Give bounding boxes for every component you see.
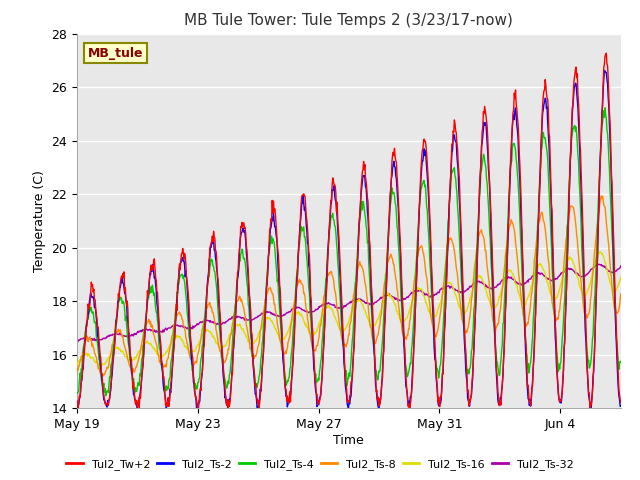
- Legend: Tul2_Tw+2, Tul2_Ts-2, Tul2_Ts-4, Tul2_Ts-8, Tul2_Ts-16, Tul2_Ts-32: Tul2_Tw+2, Tul2_Ts-2, Tul2_Ts-4, Tul2_Ts…: [61, 455, 579, 474]
- Title: MB Tule Tower: Tule Temps 2 (3/23/17-now): MB Tule Tower: Tule Temps 2 (3/23/17-now…: [184, 13, 513, 28]
- Text: MB_tule: MB_tule: [88, 47, 143, 60]
- X-axis label: Time: Time: [333, 433, 364, 446]
- Y-axis label: Temperature (C): Temperature (C): [33, 170, 45, 272]
